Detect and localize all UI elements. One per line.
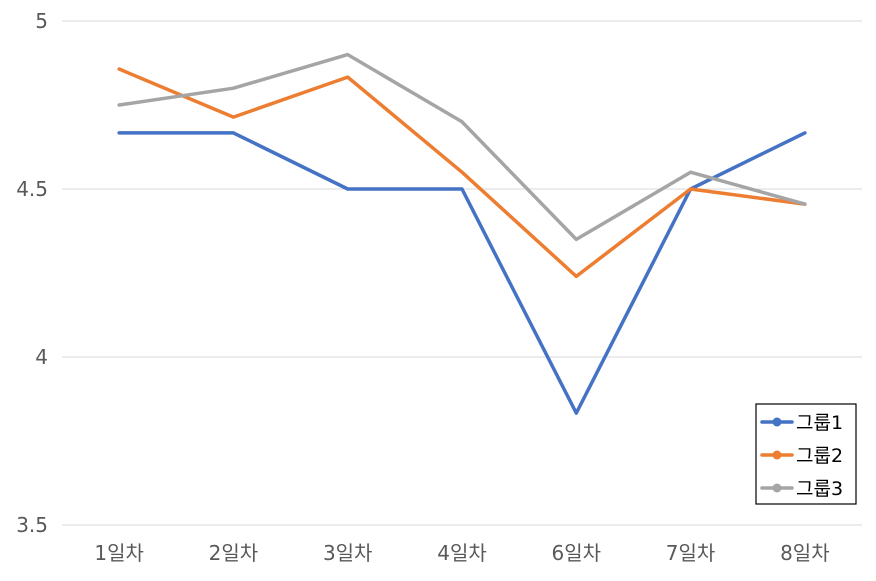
- y-tick-label: 4.5: [16, 177, 48, 201]
- data-point: [346, 53, 350, 57]
- x-tick-label: 4일차: [437, 541, 487, 565]
- x-tick-label: 3일차: [323, 541, 373, 565]
- data-point: [460, 120, 464, 124]
- legend-marker: [772, 417, 782, 427]
- data-point: [117, 67, 121, 71]
- data-point: [803, 131, 807, 135]
- data-point: [117, 131, 121, 135]
- data-point: [231, 86, 235, 90]
- x-tick-label: 7일차: [666, 541, 716, 565]
- legend-label: 그룹3: [796, 478, 843, 500]
- series-lines: [117, 52, 807, 415]
- series-line-3: [117, 52, 807, 242]
- legend-label: 그룹1: [796, 412, 843, 434]
- x-tick-label: 6일차: [552, 541, 602, 565]
- x-axis-ticks: 1일차 2일차 3일차 4일차 6일차 7일차 8일차: [94, 541, 829, 565]
- data-point: [574, 237, 578, 241]
- x-tick-label: 2일차: [209, 541, 259, 565]
- data-point: [231, 115, 235, 119]
- data-point: [574, 274, 578, 278]
- data-point: [346, 75, 350, 79]
- data-point: [460, 187, 464, 191]
- legend-label: 그룹2: [796, 445, 843, 467]
- data-point: [803, 202, 807, 206]
- legend-marker: [772, 483, 782, 493]
- data-point: [574, 411, 578, 415]
- legend-marker: [772, 450, 782, 460]
- data-point: [231, 131, 235, 135]
- y-axis-ticks: 3.5 4 4.5 5: [16, 9, 48, 537]
- data-point: [689, 187, 693, 191]
- x-tick-label: 8일차: [780, 541, 830, 565]
- x-tick-label: 1일차: [94, 541, 144, 565]
- legend: 그룹1 그룹2 그룹3: [755, 403, 857, 505]
- data-point: [117, 103, 121, 107]
- data-point: [689, 170, 693, 174]
- y-tick-label: 3.5: [16, 513, 48, 537]
- data-point: [460, 170, 464, 174]
- data-point: [346, 187, 350, 191]
- y-tick-label: 5: [35, 9, 48, 33]
- y-tick-label: 4: [35, 345, 48, 369]
